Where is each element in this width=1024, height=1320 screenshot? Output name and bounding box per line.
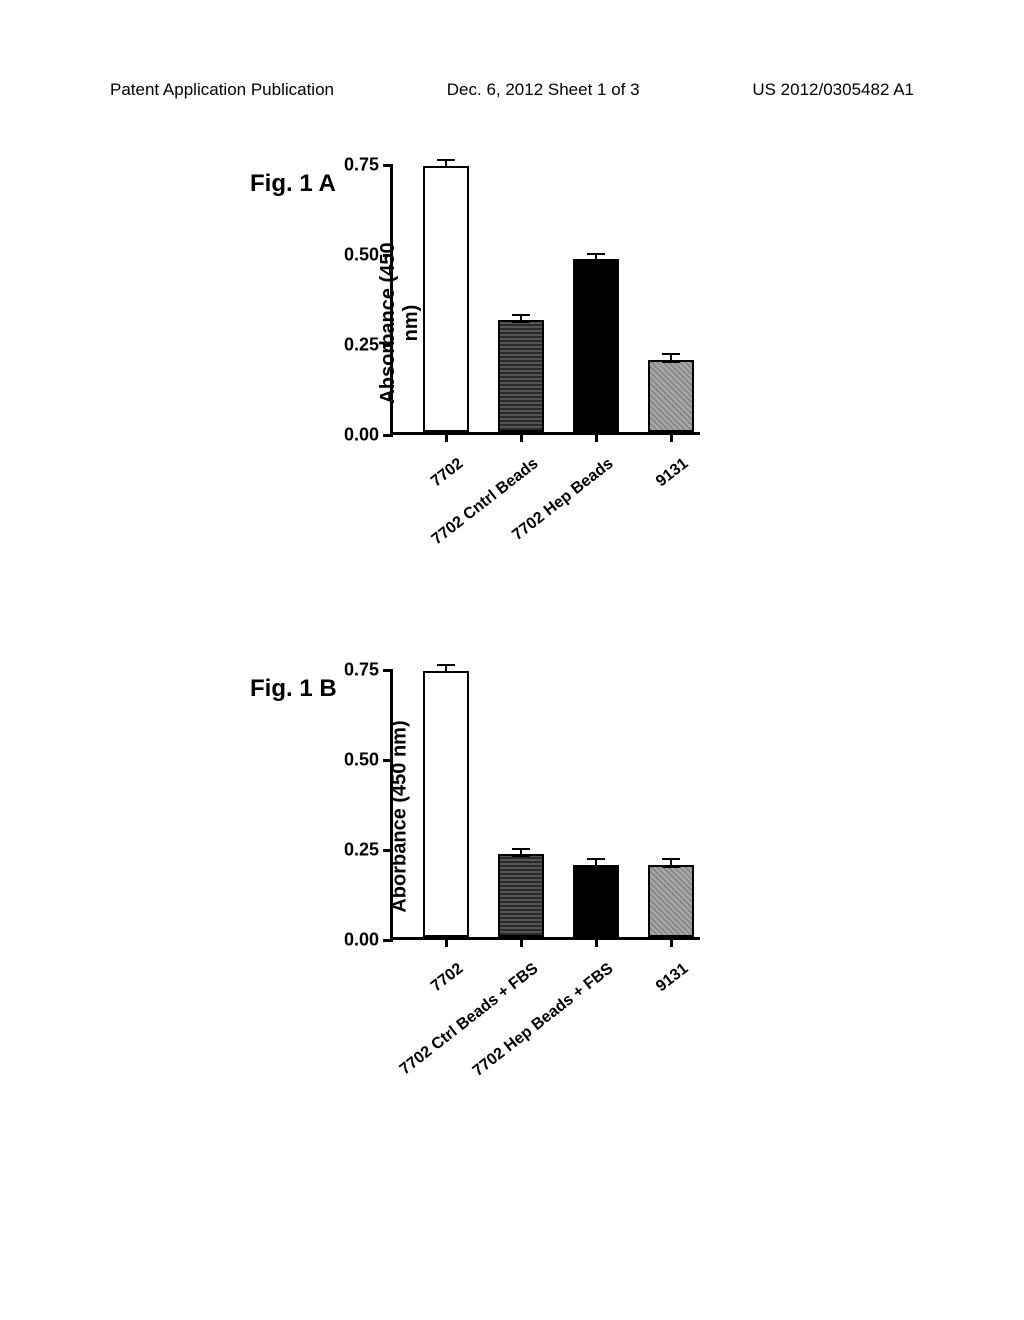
y-tick-label: 0.75 <box>344 660 379 681</box>
error-cap <box>512 855 530 857</box>
error-cap <box>587 858 605 860</box>
error-cap <box>662 361 680 363</box>
header-left: Patent Application Publication <box>110 80 334 100</box>
error-cap <box>587 253 605 255</box>
error-cap <box>587 866 605 868</box>
plot-1b: 0.000.250.500.7577027702 Ctrl Beads + FB… <box>390 670 700 940</box>
error-cap <box>437 166 455 168</box>
y-tick <box>383 849 393 852</box>
y-tick <box>383 669 393 672</box>
figure-label-1b: Fig. 1 B <box>250 675 337 703</box>
x-axis-label: 9131 <box>531 455 692 586</box>
y-tick <box>383 344 393 347</box>
x-tick <box>520 432 523 442</box>
error-cap <box>512 314 530 316</box>
bar <box>573 865 619 937</box>
figure-label-1a: Fig. 1 A <box>250 170 336 198</box>
x-tick <box>445 937 448 947</box>
y-tick <box>383 164 393 167</box>
header-center: Dec. 6, 2012 Sheet 1 of 3 <box>447 80 640 100</box>
error-cap <box>587 260 605 262</box>
error-cap <box>512 321 530 323</box>
error-cap <box>662 353 680 355</box>
x-axis-label: 9131 <box>531 960 692 1091</box>
x-tick <box>520 937 523 947</box>
chart-area-1b: Aborbance (450 nm) 0.000.250.500.7577027… <box>390 670 700 940</box>
y-tick-label: 0.25 <box>344 840 379 861</box>
y-tick <box>383 434 393 437</box>
x-tick <box>670 432 673 442</box>
y-tick <box>383 759 393 762</box>
figure-1a: Fig. 1 A Absorbance (450 nm) 0.000.250.5… <box>250 165 560 435</box>
error-cap <box>662 858 680 860</box>
bar <box>648 360 694 432</box>
x-tick <box>595 937 598 947</box>
y-tick-label: 0.75 <box>344 155 379 176</box>
bar <box>498 854 544 937</box>
header-right: US 2012/0305482 A1 <box>752 80 914 100</box>
y-tick-label: 0.50 <box>344 750 379 771</box>
y-tick <box>383 939 393 942</box>
bar <box>423 166 469 432</box>
x-tick <box>445 432 448 442</box>
page-header: Patent Application Publication Dec. 6, 2… <box>0 80 1024 100</box>
x-tick <box>595 432 598 442</box>
error-cap <box>662 866 680 868</box>
y-tick-label: 0.00 <box>344 930 379 951</box>
error-cap <box>437 664 455 666</box>
bar <box>423 671 469 937</box>
y-tick-label: 0.00 <box>344 425 379 446</box>
plot-1a: 0.000.250.500.7577027702 Cntrl Beads7702… <box>390 165 700 435</box>
bar <box>648 865 694 937</box>
figure-1b: Fig. 1 B Aborbance (450 nm) 0.000.250.50… <box>250 670 560 940</box>
y-tick <box>383 254 393 257</box>
y-tick-label: 0.25 <box>344 335 379 356</box>
y-tick-label: 0.50 <box>344 245 379 266</box>
x-tick <box>670 937 673 947</box>
bar <box>573 259 619 432</box>
error-cap <box>437 159 455 161</box>
chart-area-1a: Absorbance (450 nm) 0.000.250.500.757702… <box>390 165 700 435</box>
bar <box>498 320 544 432</box>
error-cap <box>437 671 455 673</box>
error-cap <box>512 848 530 850</box>
